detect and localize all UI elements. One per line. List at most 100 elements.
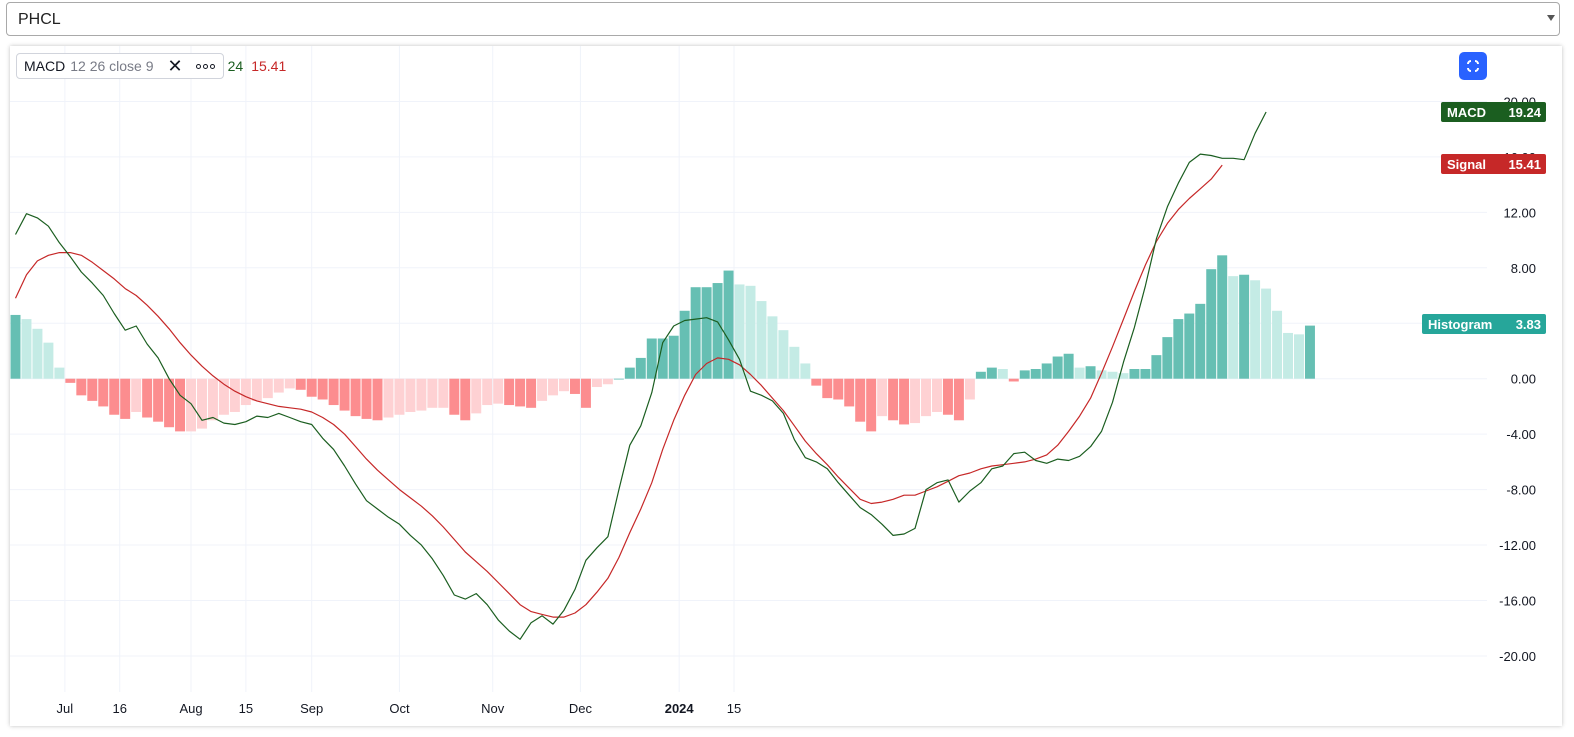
histogram-bar [131,378,142,412]
histogram-bar [1304,325,1315,379]
series-label-value: 3.83 [1516,317,1541,332]
histogram-bar [1250,280,1261,379]
histogram-bar [701,287,712,379]
series-label-value: 15.41 [1508,157,1541,172]
histogram-bar [164,378,175,428]
histogram-bar [153,378,164,422]
histogram-bar [1118,373,1129,379]
series-label-macd: MACD 19.24 [1441,102,1546,122]
histogram-bar [1019,370,1030,379]
histogram-bar [953,378,964,421]
histogram-bar [723,270,734,379]
x-tick-label: Oct [389,701,410,716]
series-label-value: 19.24 [1508,105,1541,120]
histogram-bar [1063,353,1074,379]
series-label-bg [1441,102,1546,122]
histogram-bar [493,378,504,404]
histogram-bar [1140,369,1151,379]
histogram-bar [306,378,317,397]
histogram-bar [855,378,866,422]
histogram-bar [504,378,515,406]
x-tick-label: 15 [727,701,741,716]
histogram-bar [1074,367,1085,379]
more-options-icon[interactable] [195,63,215,69]
histogram-bar [142,378,153,418]
indicator-legend-box[interactable]: MACD 12 26 close 9 ✕ [16,53,224,79]
histogram-bar [76,378,87,396]
histogram-bar [32,328,43,379]
histogram-bar [580,378,591,408]
histogram-bar [844,378,855,407]
histogram-bar [43,342,54,379]
histogram-bar [284,378,295,389]
histogram-bar [427,378,438,408]
y-tick-label: -20.00 [1499,649,1536,664]
histogram-bar [262,378,273,399]
screenshot-button[interactable] [1459,52,1487,80]
histogram-bar [1261,288,1272,379]
histogram-bar [942,378,953,415]
histogram-bar [273,378,284,393]
legend-signal-value: 15.41 [251,58,287,74]
close-icon[interactable]: ✕ [167,56,183,76]
histogram-bar [240,378,251,406]
signal-line [14,164,1223,618]
histogram-bar [866,378,877,432]
symbol-select[interactable]: PHCL [6,2,1560,36]
chevron-down-icon[interactable] [1547,15,1555,21]
histogram-bar [10,314,21,379]
series-label-signal: Signal 15.41 [1441,154,1546,174]
histogram-bar [1206,269,1217,379]
histogram-bar [1129,369,1140,379]
histogram-bar [756,301,767,379]
histogram-bar [1272,310,1283,379]
histogram-bar [986,367,997,379]
histogram-bar [602,378,613,385]
histogram-bar [910,378,921,424]
histogram-bar [1283,332,1294,379]
x-tick-label: Aug [179,701,202,716]
histogram-bar [591,378,602,388]
histogram-bar [548,378,559,396]
series-label-name: MACD [1447,105,1486,120]
y-tick-label: -8.00 [1506,483,1536,498]
histogram-bar [207,378,218,421]
histogram-bar [657,338,668,379]
histogram-bar [317,378,328,400]
indicator-legend: MACD 12 26 close 9 ✕ 24 15.41 [16,52,286,80]
x-tick-label: 2024 [665,701,695,716]
histogram-bar [438,378,449,408]
series-label-name: Histogram [1428,317,1492,332]
histogram-bar [635,357,646,379]
y-tick-label: -16.00 [1499,594,1536,609]
histogram-bar [295,378,306,390]
y-tick-label: 8.00 [1511,261,1536,276]
symbol-select-value: PHCL [18,11,61,28]
histogram-bar [1052,356,1063,379]
histogram-bar [405,378,416,412]
histogram-bar [1041,363,1052,379]
histogram-bar [1195,303,1206,379]
histogram-bar [416,378,427,411]
y-tick-label: 0.00 [1511,372,1536,387]
histogram-bar [668,335,679,379]
histogram-bar [1008,378,1019,382]
series-label-name: Signal [1447,157,1486,172]
histogram-bar [1085,366,1096,379]
histogram-bar [789,346,800,379]
histogram-bar [1239,274,1250,379]
histogram-bar [526,378,537,408]
histogram-bar [120,378,131,419]
legend-macd-value: 24 [227,58,244,74]
histogram-bar [1217,255,1228,379]
indicator-params: 12 26 close 9 [70,58,154,74]
histogram-bar [800,363,811,379]
histogram-bar [186,378,197,432]
histogram-bar [218,378,229,415]
histogram-bar [197,378,207,429]
histogram-bar [833,378,844,400]
histogram-bar [646,338,657,379]
histogram-bar [931,378,942,412]
histogram-bar [745,285,756,379]
